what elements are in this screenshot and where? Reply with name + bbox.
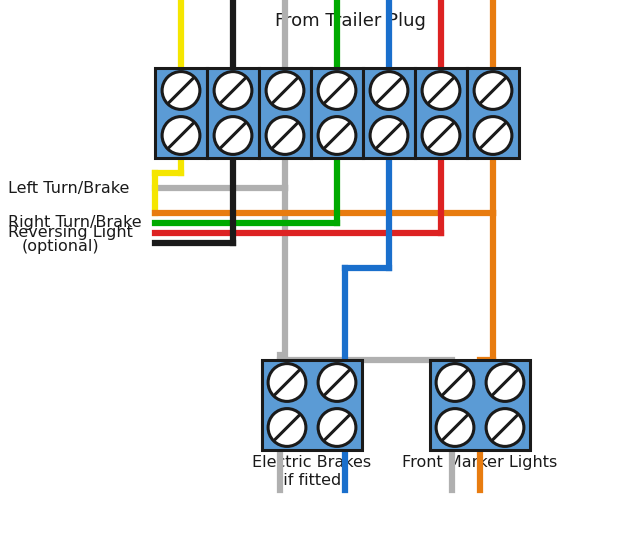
FancyBboxPatch shape (363, 68, 415, 158)
Circle shape (318, 117, 356, 155)
Circle shape (266, 117, 304, 155)
Text: Front Marker Lights: Front Marker Lights (403, 455, 558, 470)
Text: From Trailer Plug: From Trailer Plug (275, 12, 425, 30)
Circle shape (486, 364, 524, 401)
Circle shape (318, 72, 356, 110)
Circle shape (486, 409, 524, 446)
Circle shape (162, 72, 200, 110)
Circle shape (436, 409, 474, 446)
Text: Right Turn/Brake: Right Turn/Brake (8, 216, 142, 231)
Circle shape (268, 364, 306, 401)
FancyBboxPatch shape (430, 360, 530, 450)
FancyBboxPatch shape (262, 360, 362, 450)
Circle shape (162, 117, 200, 155)
Text: (optional): (optional) (22, 239, 99, 254)
Circle shape (266, 72, 304, 110)
Text: Electric Brakes
(if fitted): Electric Brakes (if fitted) (252, 455, 372, 488)
Circle shape (370, 117, 408, 155)
Circle shape (268, 409, 306, 446)
Text: Left Turn/Brake: Left Turn/Brake (8, 181, 130, 196)
Circle shape (318, 364, 356, 401)
Circle shape (318, 409, 356, 446)
Circle shape (422, 72, 460, 110)
Circle shape (214, 117, 252, 155)
FancyBboxPatch shape (155, 68, 207, 158)
Text: Reversing Light: Reversing Light (8, 226, 133, 241)
Circle shape (474, 72, 512, 110)
Circle shape (370, 72, 408, 110)
FancyBboxPatch shape (311, 68, 363, 158)
FancyBboxPatch shape (259, 68, 311, 158)
Circle shape (422, 117, 460, 155)
FancyBboxPatch shape (415, 68, 467, 158)
Circle shape (214, 72, 252, 110)
FancyBboxPatch shape (467, 68, 519, 158)
Circle shape (436, 364, 474, 401)
Circle shape (474, 117, 512, 155)
FancyBboxPatch shape (207, 68, 259, 158)
